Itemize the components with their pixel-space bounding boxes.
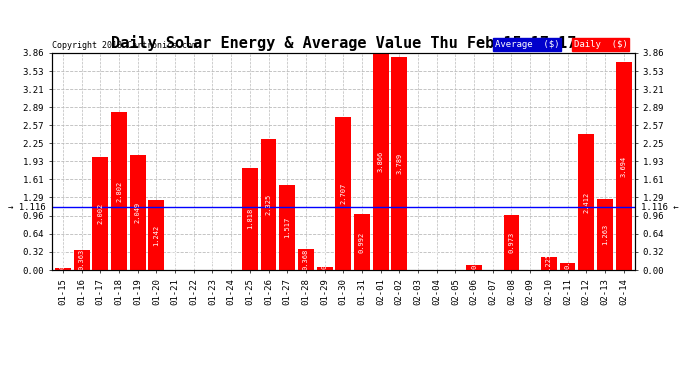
Text: 0.000: 0.000 bbox=[228, 248, 234, 269]
Text: 0.000: 0.000 bbox=[453, 248, 458, 269]
Bar bbox=[130, 154, 146, 270]
Bar bbox=[597, 199, 613, 270]
Text: 0.054: 0.054 bbox=[322, 248, 328, 269]
Text: 2.002: 2.002 bbox=[97, 203, 104, 224]
Bar bbox=[335, 117, 351, 270]
Text: 0.125: 0.125 bbox=[564, 248, 571, 269]
Text: 2.325: 2.325 bbox=[266, 194, 272, 215]
Title: Daily Solar Energy & Average Value Thu Feb 15 17:17: Daily Solar Energy & Average Value Thu F… bbox=[110, 35, 576, 51]
Text: 0.000: 0.000 bbox=[527, 248, 533, 269]
Bar bbox=[615, 62, 631, 270]
Text: 0.973: 0.973 bbox=[509, 232, 515, 253]
Text: Daily  ($): Daily ($) bbox=[573, 40, 627, 49]
Bar bbox=[560, 263, 575, 270]
Text: 2.412: 2.412 bbox=[583, 191, 589, 213]
Text: → 1.116: → 1.116 bbox=[8, 202, 46, 211]
Text: 1.116 ←: 1.116 ← bbox=[640, 202, 678, 211]
Bar bbox=[55, 268, 71, 270]
Bar bbox=[317, 267, 333, 270]
Text: 0.992: 0.992 bbox=[359, 231, 365, 253]
Bar bbox=[111, 112, 127, 270]
Text: 0.000: 0.000 bbox=[190, 248, 197, 269]
Text: Copyright 2018 Cartronics.com: Copyright 2018 Cartronics.com bbox=[52, 41, 197, 50]
Text: 1.263: 1.263 bbox=[602, 224, 608, 245]
Text: 0.000: 0.000 bbox=[210, 248, 215, 269]
Bar bbox=[242, 168, 258, 270]
Text: 0.363: 0.363 bbox=[79, 249, 85, 270]
Text: 0.225: 0.225 bbox=[546, 253, 552, 274]
Text: 0.030: 0.030 bbox=[60, 248, 66, 269]
Text: 0.097: 0.097 bbox=[471, 248, 477, 269]
Text: 0.368: 0.368 bbox=[303, 249, 309, 270]
Text: 0.000: 0.000 bbox=[434, 248, 440, 269]
Bar bbox=[466, 264, 482, 270]
Text: 0.000: 0.000 bbox=[415, 248, 421, 269]
Bar bbox=[92, 157, 108, 270]
Bar bbox=[578, 134, 594, 270]
Bar bbox=[354, 214, 370, 270]
Bar bbox=[261, 139, 277, 270]
Bar bbox=[541, 257, 557, 270]
Text: 2.802: 2.802 bbox=[116, 180, 122, 202]
Text: 0.000: 0.000 bbox=[172, 248, 178, 269]
Bar bbox=[504, 215, 520, 270]
Text: 1.242: 1.242 bbox=[153, 224, 159, 246]
Bar bbox=[298, 249, 314, 270]
Bar bbox=[279, 184, 295, 270]
Text: Average  ($): Average ($) bbox=[495, 40, 560, 49]
Text: 1.818: 1.818 bbox=[247, 208, 253, 230]
Text: 3.866: 3.866 bbox=[377, 150, 384, 172]
Text: 1.517: 1.517 bbox=[284, 217, 290, 238]
Text: 2.049: 2.049 bbox=[135, 202, 141, 223]
Bar bbox=[148, 200, 164, 270]
Bar bbox=[373, 52, 388, 270]
Text: 3.789: 3.789 bbox=[396, 153, 402, 174]
Bar bbox=[74, 249, 90, 270]
Text: 3.694: 3.694 bbox=[620, 155, 627, 177]
Text: 0.000: 0.000 bbox=[490, 248, 496, 269]
Bar bbox=[391, 57, 407, 270]
Text: 2.707: 2.707 bbox=[340, 183, 346, 204]
